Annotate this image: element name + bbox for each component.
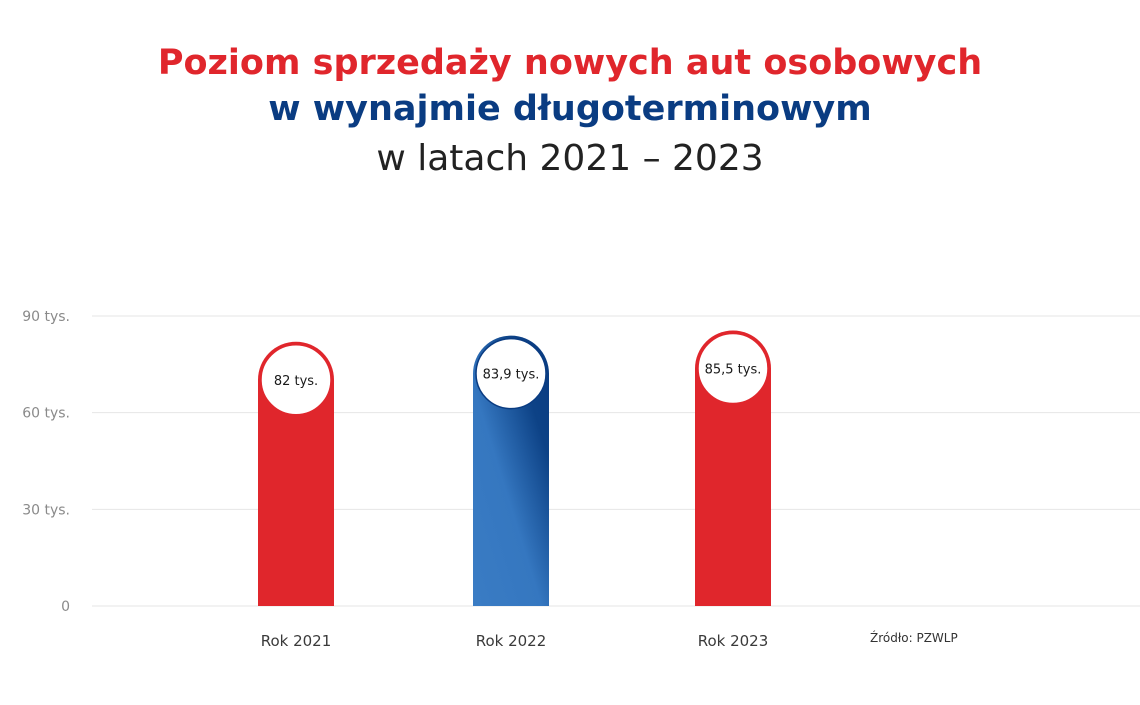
bar (695, 330, 771, 606)
y-tick-label: 0 (61, 599, 70, 615)
chart-title-line-1: Poziom sprzedaży nowych aut osobowych (157, 43, 983, 83)
chart-title-block: Poziom sprzedaży nowych aut osobowych w … (0, 40, 1140, 182)
x-tick-label: Rok 2021 (261, 632, 332, 650)
value-label-circle (475, 337, 547, 410)
value-label-circle (697, 332, 769, 405)
chart-title-line-2: w wynajmie długoterminowym (268, 89, 872, 129)
x-tick-label: Rok 2023 (698, 632, 769, 650)
value-label-circle (260, 344, 332, 416)
chart-title-line-3: w latach 2021 – 2023 (376, 138, 764, 179)
data-label: 85,5 tys. (705, 363, 762, 378)
y-tick-label: 30 tys. (22, 502, 70, 518)
data-label: 82 tys. (274, 374, 318, 389)
y-tick-label: 90 tys. (22, 309, 70, 325)
source-note: Źródło: PZWLP (870, 631, 958, 645)
x-tick-label: Rok 2022 (476, 632, 547, 650)
data-label: 83,9 tys. (483, 368, 540, 383)
y-tick-label: 60 tys. (22, 406, 70, 422)
